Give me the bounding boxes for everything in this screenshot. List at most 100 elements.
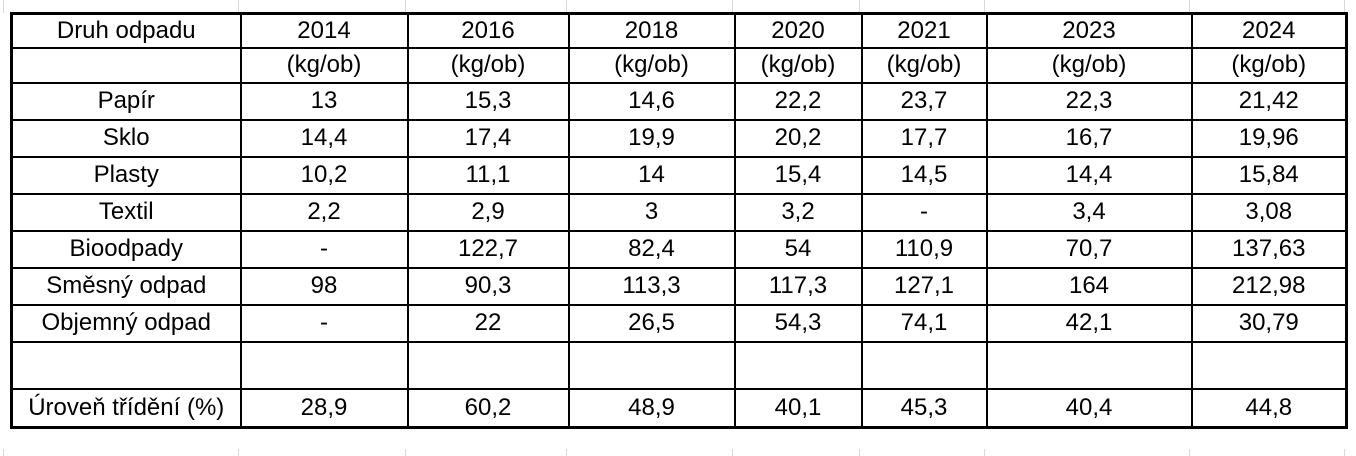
- value-cell: 23,7: [860, 81, 988, 121]
- year-column-header: 2024: [1190, 12, 1348, 49]
- value-cell: 54,3: [733, 303, 863, 343]
- spreadsheet-gridline: [732, 0, 733, 13]
- spreadsheet-gridline: [984, 0, 985, 13]
- row-label: Objemný odpad: [10, 303, 242, 343]
- value-cell: 15,3: [406, 81, 570, 121]
- table-row: Textil 2,2 2,9 3 3,2-3,4 3,08: [10, 192, 1348, 232]
- year-column-header: 2020: [733, 12, 863, 49]
- value-cell: 74,1: [860, 303, 988, 343]
- spreadsheet-gridline: [732, 449, 733, 456]
- unit-cell: (kg/ob): [733, 46, 863, 84]
- value-cell: 28,9: [239, 387, 409, 429]
- value-cell: 20,2: [733, 118, 863, 158]
- value-cell: 16,7: [985, 118, 1193, 158]
- unit-header-row: (kg/ob) (kg/ob) (kg/ob) (kg/ob) (kg/ob) (kg/o…: [10, 46, 1348, 84]
- value-cell: 70,7: [985, 229, 1193, 269]
- spreadsheet-gridline: [238, 0, 239, 13]
- value-cell: 22,3: [985, 81, 1193, 121]
- value-cell: 2,2: [239, 192, 409, 232]
- value-cell: 14,6: [567, 81, 736, 121]
- spreadsheet-gridline: [1189, 449, 1190, 456]
- table-row: Směsný odpad 98 90,3 113,3 117,3 127,1 164 212,…: [10, 266, 1348, 306]
- value-cell: 113,3: [567, 266, 736, 306]
- value-cell: 21,42: [1190, 81, 1348, 121]
- value-cell: 14,4: [985, 155, 1193, 195]
- year-column-header: 2018: [567, 12, 736, 49]
- value-cell: 13: [239, 81, 409, 121]
- spreadsheet-gridline: [859, 449, 860, 456]
- spreadsheet-gridline: [405, 0, 406, 13]
- spreadsheet-gridline: [859, 0, 860, 13]
- row-label: Úroveň třídění (%): [10, 387, 242, 429]
- spreadsheet-gridline: [984, 449, 985, 456]
- value-cell: -: [860, 192, 988, 232]
- value-cell: [567, 340, 736, 390]
- row-label: Plasty: [10, 155, 242, 195]
- year-header-row: Druh odpadu 2014 2016 2018 2020 2021 2023 2024: [10, 12, 1348, 49]
- spreadsheet-gridline: [1344, 449, 1345, 456]
- value-cell: 11,1: [406, 155, 570, 195]
- value-cell: 15,84: [1190, 155, 1348, 195]
- unit-cell: (kg/ob): [860, 46, 988, 84]
- value-cell: 19,9: [567, 118, 736, 158]
- row-label: Papír: [10, 81, 242, 121]
- waste-table: Druh odpadu 2014 2016 2018 2020 2021 2023 2024…: [10, 12, 1348, 429]
- year-column-header: 2023: [985, 12, 1193, 49]
- value-cell: 17,7: [860, 118, 988, 158]
- value-cell: 40,1: [733, 387, 863, 429]
- value-cell: [239, 340, 409, 390]
- value-cell: [860, 340, 988, 390]
- label-column-header: Druh odpadu: [10, 12, 242, 49]
- unit-empty-cell: [10, 46, 242, 84]
- table-row: Plasty 10,2 11,1 14 15,4 14,5 14,4 15,84: [10, 155, 1348, 195]
- spreadsheet-gridline: [566, 0, 567, 13]
- row-label: Textil: [10, 192, 242, 232]
- row-label: [10, 340, 242, 390]
- spreadsheet-gridline: [3, 449, 4, 456]
- value-cell: 2,9: [406, 192, 570, 232]
- value-cell: [985, 340, 1193, 390]
- value-cell: 3,2: [733, 192, 863, 232]
- unit-cell: (kg/ob): [239, 46, 409, 84]
- value-cell: 127,1: [860, 266, 988, 306]
- year-column-header: 2016: [406, 12, 570, 49]
- value-cell: [1190, 340, 1348, 390]
- table-row: [10, 340, 1348, 390]
- unit-cell: (kg/ob): [406, 46, 570, 84]
- row-label: Směsný odpad: [10, 266, 242, 306]
- value-cell: 14,5: [860, 155, 988, 195]
- value-cell: 98: [239, 266, 409, 306]
- value-cell: 164: [985, 266, 1193, 306]
- year-column-header: 2021: [860, 12, 988, 49]
- value-cell: 15,4: [733, 155, 863, 195]
- value-cell: 54: [733, 229, 863, 269]
- unit-cell: (kg/ob): [567, 46, 736, 84]
- year-column-header: 2014: [239, 12, 409, 49]
- table-body: Papír 13 15,3 14,6 22,2 23,7 22,3 21,42 Sklo 14,4…: [10, 81, 1348, 429]
- value-cell: 22: [406, 303, 570, 343]
- value-cell: 42,1: [985, 303, 1193, 343]
- spreadsheet-gridline: [1344, 0, 1345, 13]
- value-cell: 48,9: [567, 387, 736, 429]
- table-row: Úroveň třídění (%) 28,9 60,2 48,9 40,1 45,3 40…: [10, 387, 1348, 429]
- value-cell: 19,96: [1190, 118, 1348, 158]
- value-cell: 14,4: [239, 118, 409, 158]
- value-cell: -: [239, 303, 409, 343]
- value-cell: 137,63: [1190, 229, 1348, 269]
- value-cell: 82,4: [567, 229, 736, 269]
- value-cell: 14: [567, 155, 736, 195]
- value-cell: 212,98: [1190, 266, 1348, 306]
- unit-cell: (kg/ob): [1190, 46, 1348, 84]
- value-cell: 3: [567, 192, 736, 232]
- value-cell: [733, 340, 863, 390]
- spreadsheet-gridline: [405, 449, 406, 456]
- row-label: Bioodpady: [10, 229, 242, 269]
- value-cell: 110,9: [860, 229, 988, 269]
- value-cell: 45,3: [860, 387, 988, 429]
- table-header: Druh odpadu 2014 2016 2018 2020 2021 2023 2024…: [10, 12, 1348, 84]
- value-cell: 117,3: [733, 266, 863, 306]
- value-cell: 60,2: [406, 387, 570, 429]
- spreadsheet-gridline: [3, 0, 4, 13]
- value-cell: -: [239, 229, 409, 269]
